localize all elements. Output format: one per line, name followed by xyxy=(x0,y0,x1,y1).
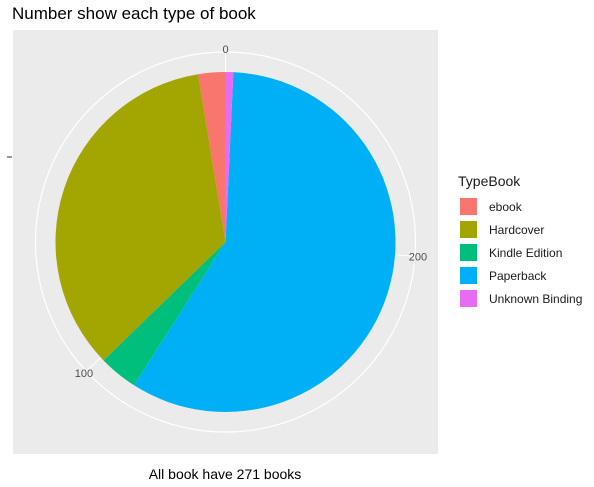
legend: TypeBook ebook Hardcover Kindle Edition Pap… xyxy=(458,173,582,310)
legend-item: Hardcover xyxy=(458,218,582,241)
legend-key xyxy=(460,290,477,307)
pie-slice-kindle-edition xyxy=(103,242,226,386)
pie-slice-hardcover xyxy=(55,74,226,361)
legend-item: Unknown Binding xyxy=(458,287,582,310)
legend-label: ebook xyxy=(489,199,522,214)
legend-item: Kindle Edition xyxy=(458,241,582,264)
pie-slice-ebook xyxy=(198,72,226,242)
tick-label: 0 xyxy=(222,44,228,56)
pie-slice-paperback xyxy=(134,72,396,412)
x-axis-caption: All book have 271 books xyxy=(148,466,302,482)
legend-label: Unknown Binding xyxy=(489,291,583,306)
chart-title: Number show each type of book xyxy=(12,4,256,23)
legend-key xyxy=(460,244,477,261)
legend-key xyxy=(460,267,477,284)
tick-label: 100 xyxy=(75,368,93,380)
legend-item: ebook xyxy=(458,195,582,218)
pie-slice-unknown-binding xyxy=(225,72,234,242)
legend-key xyxy=(460,198,477,215)
legend-label: Hardcover xyxy=(489,222,545,237)
legend-key xyxy=(460,221,477,238)
tick-label: 200 xyxy=(409,252,427,264)
legend-label: Paperback xyxy=(489,268,547,283)
legend-label: Kindle Edition xyxy=(489,245,563,260)
legend-item: Paperback xyxy=(458,264,582,287)
legend-title: TypeBook xyxy=(458,173,521,189)
